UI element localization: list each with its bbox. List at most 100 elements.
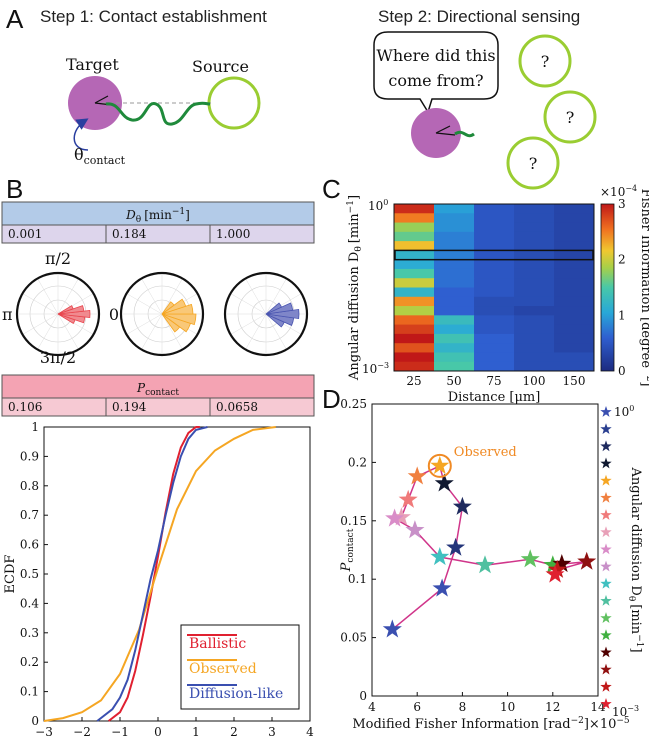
pcontact-value-1: 0.106 [8,400,42,414]
legend-label: Observed [189,661,257,677]
colorbar-tick-label: 1 [618,308,626,322]
heatmap-cell [514,315,555,326]
heatmap-cell [394,343,435,353]
colorbar-star [600,406,612,417]
heatmap-cell [434,315,475,326]
x-tick-label: −3 [35,725,53,739]
heatmap-cell [514,343,555,353]
panel-b: B Dθ [min−1] 0.001 0.184 1.000 π/2 π 0 3π… [1,174,315,739]
rose-plot-1 [15,271,101,357]
heatmap-cell [554,361,595,372]
source-label: Source [192,57,249,76]
colorbar-star [600,577,612,589]
rose-grid-spoke [141,279,163,315]
heatmap-cell [474,259,515,270]
heatmap-cell [514,213,555,224]
colorbar-star [600,509,612,520]
scatter-x-tick-label: 12 [545,700,560,714]
speech-line-1: Where did this [376,46,495,65]
colorbar-star [600,646,612,658]
heatmap-cell [434,213,475,224]
heatmap-cell [554,204,595,214]
heatmap-cell [394,259,435,270]
rose-wedge [265,308,300,320]
y-tick-label: 0.2 [20,655,39,669]
heatmap-cell [514,333,555,344]
heatmap-cell [434,250,475,261]
scatter-star-point [405,520,425,539]
speech-line-2: come from? [388,71,483,90]
rose-grid-spoke [37,279,59,315]
theta-arrow [73,118,89,151]
heatmap-axes-box [393,203,595,372]
heatmap-cell [434,278,475,288]
scatter-star-point [552,554,572,573]
heatmap-cell [434,287,475,298]
rose-plot-2 [119,271,205,357]
heatmap-cell [394,306,435,316]
polar-label-top: π/2 [45,249,71,268]
heatmap-cell [554,352,595,363]
heatmap-cell [514,268,555,279]
scatter-star-point [385,508,405,527]
y-axis-title: ECDF [3,555,18,594]
scatter-axes-box [371,403,599,697]
panel-letter-b: B [6,174,23,204]
heatmap-cell [514,231,555,242]
rose-grid-spoke [161,279,183,315]
colorbar-star [600,663,612,675]
rose-wedge [161,313,197,326]
heatmap-cell [474,315,515,326]
heatmap-cell [514,259,555,270]
panel-letter-c: C [322,174,341,204]
heatmap-cell [394,204,435,214]
x-tick-label: −2 [73,725,91,739]
colorbar-star [600,423,612,434]
heatmap-x-tick-label: 100 [523,374,546,388]
scatter-y-tick-label: 0.15 [340,514,367,528]
polar-label-left: π [2,305,13,324]
heatmap-cell [554,315,595,326]
short-trajectory [454,130,475,138]
rose-grid-spoke [57,313,79,349]
colorbar-tick-label: 0 [618,364,626,378]
heatmap-cell [434,333,475,344]
heatmap-cell [474,213,515,224]
question-mark-2: ? [566,108,575,127]
heatmap-cell [434,324,475,335]
polar-label-bottom: 3π/2 [40,348,76,367]
scatter-star-point [545,564,565,583]
colorbar-star [600,680,612,692]
heatmap-cell [394,278,435,288]
scatter-x-tick-label: 14 [590,700,606,714]
colorbar-scale: ×10−4 [600,184,637,199]
panel-a: A Step 1: Contact establishment Step 2: … [6,4,597,190]
heatmap-cell [514,361,555,372]
cell-trajectory [105,101,211,126]
rose-wedge [57,305,74,315]
pcontact-header: Pcontact [136,381,179,398]
heatmap-cell [394,213,435,224]
rose-grid-spoke [141,313,163,349]
rose-wedge [57,310,91,318]
heatmap-cell [554,222,595,233]
rose-grid-spoke [265,279,287,315]
scatter-star-point [398,489,418,508]
step2-title: Step 2: Directional sensing [378,7,580,26]
pcontact-value-3: 0.0658 [216,400,258,414]
question-mark-1: ? [541,52,550,71]
scatter-x-tick-label: 10 [500,700,515,714]
legend-label: Ballistic [189,636,246,652]
candidate-source-2 [543,90,597,144]
y-tick-label: 0.9 [20,449,39,463]
heatmap-cell [394,241,435,251]
scatter-star-point [543,555,563,574]
heatmap-cell [434,268,475,279]
polar-label-right: 0 [109,305,119,324]
panel-c: C 25 50 75 100 150 Distance [μm] 100 10−3Angula… [322,174,649,405]
heatmap-cell [394,352,435,363]
heatmap-cell [554,268,595,279]
legend-label: Diffusion-like [189,686,283,702]
scatter-star-point [547,559,567,578]
